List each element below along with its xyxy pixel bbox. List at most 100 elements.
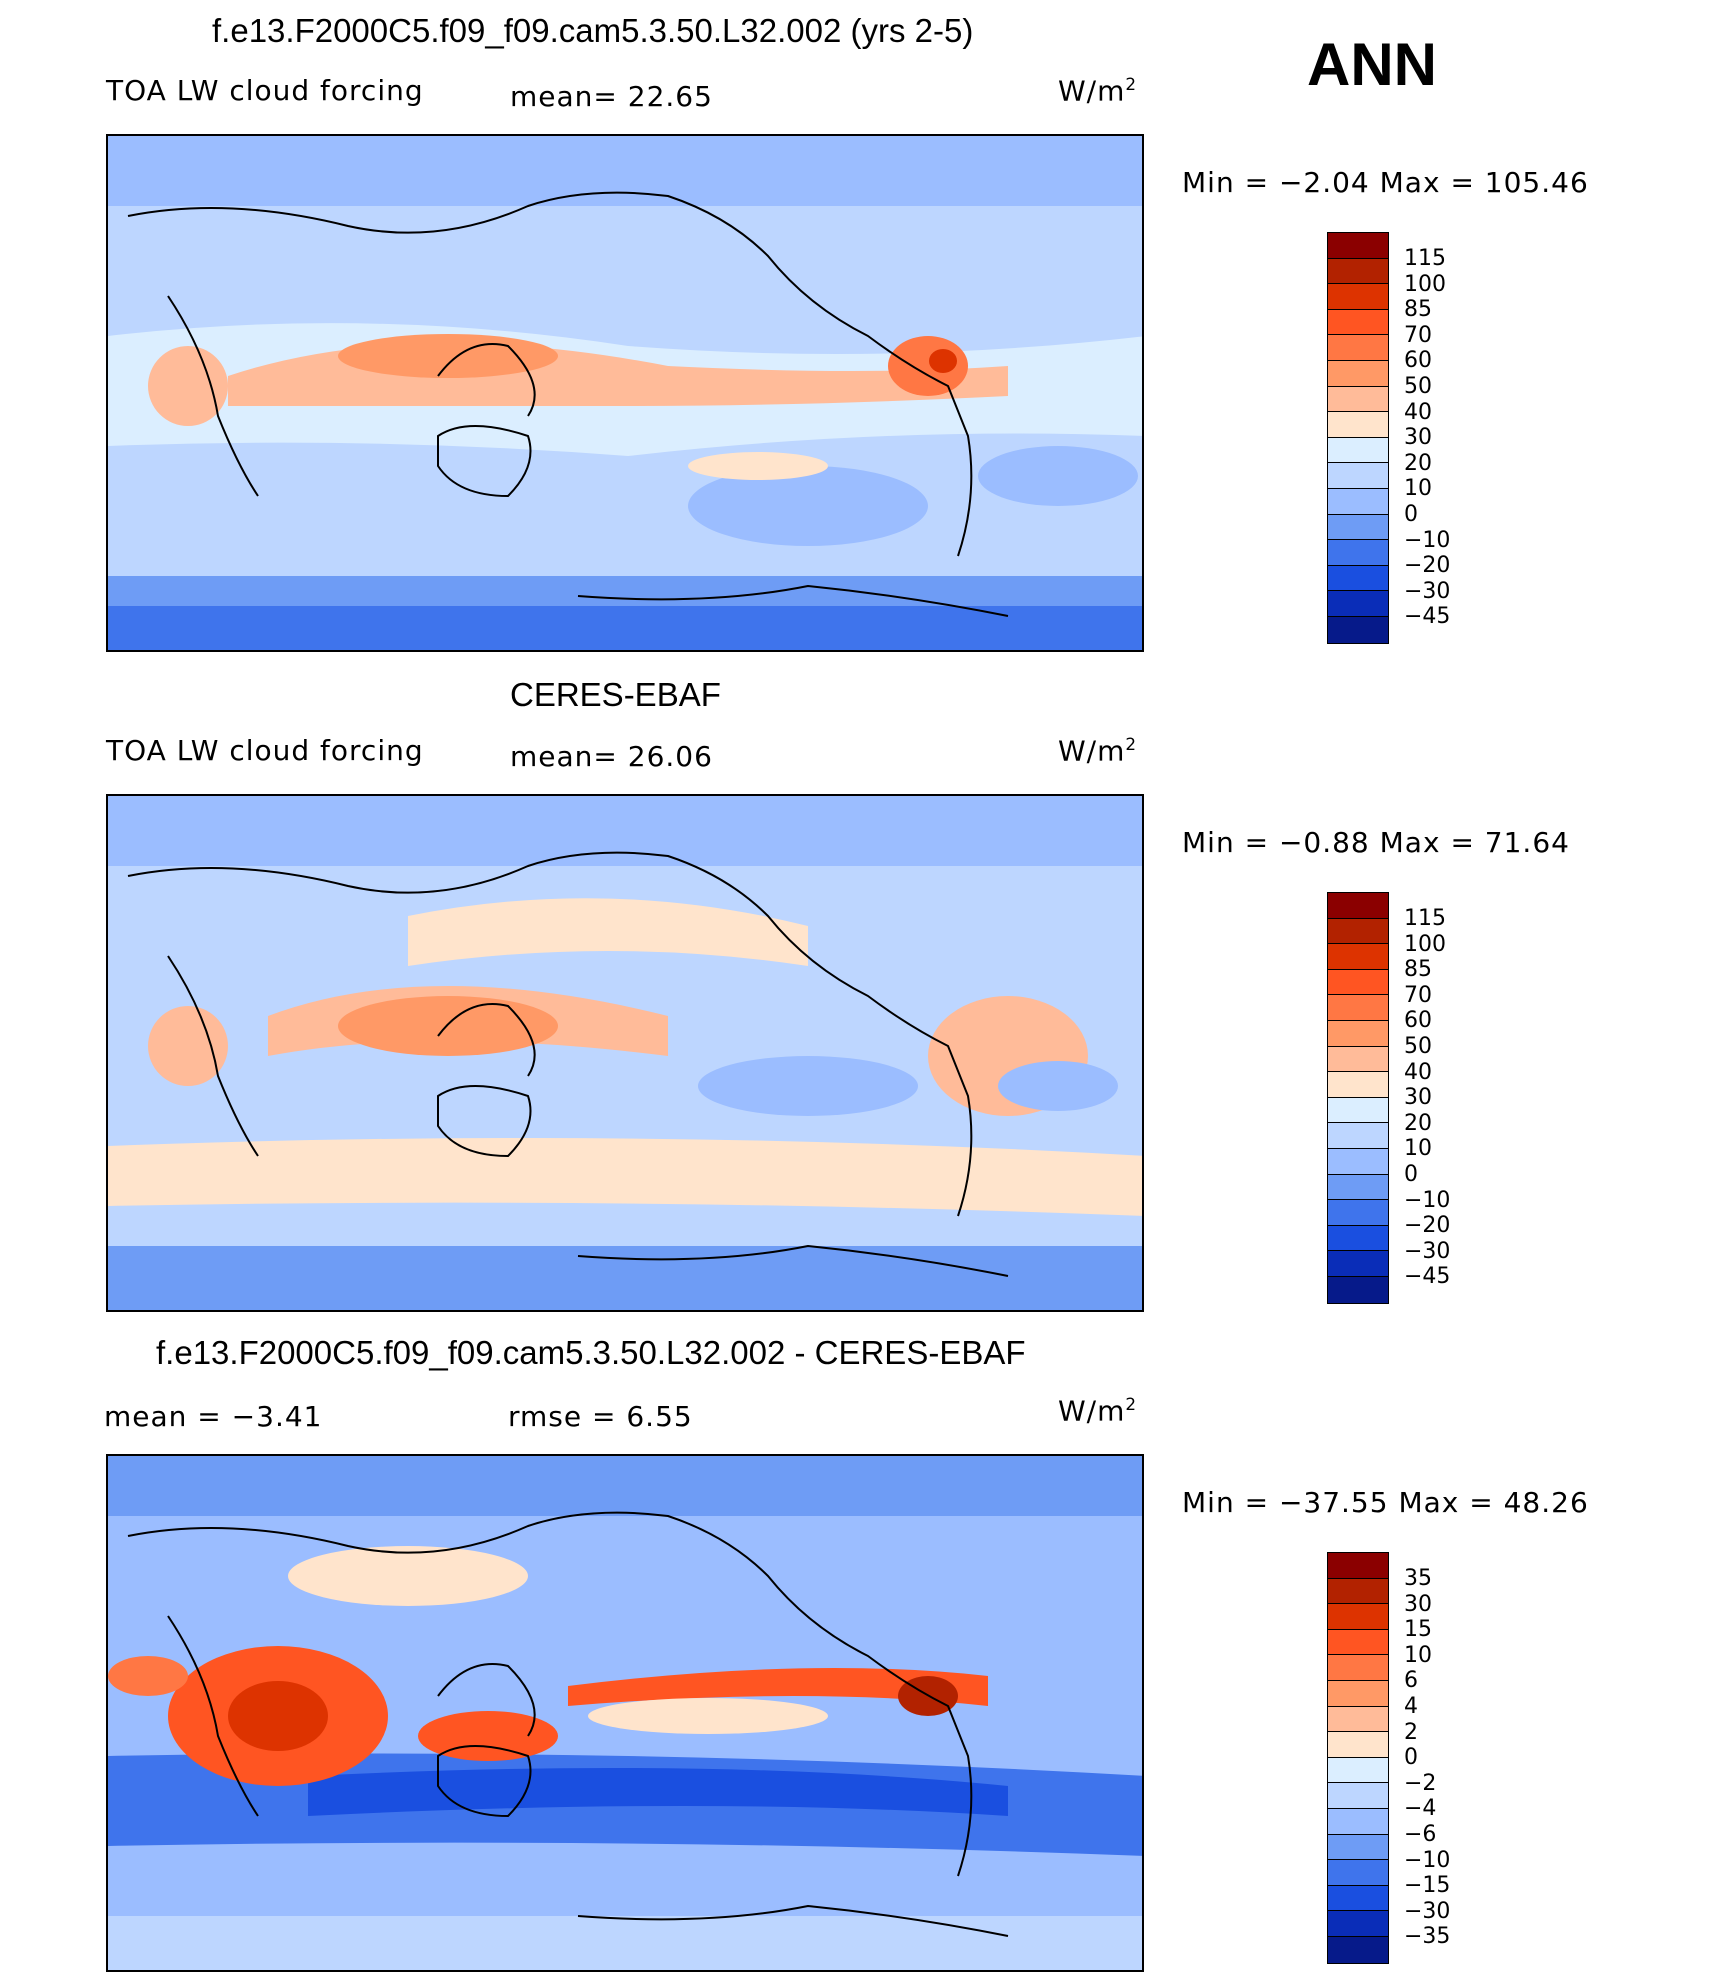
colorbar-box (1328, 1251, 1388, 1277)
panel2-units: W/m2 (1058, 734, 1138, 768)
colorbar-box (1328, 386, 1388, 413)
colorbar-box (1328, 1680, 1388, 1707)
colorbar-box (1328, 1706, 1388, 1733)
colorbar-tick-label: 10 (1404, 1643, 1432, 1668)
colorbar-box (1328, 1808, 1388, 1835)
colorbar-box (1328, 944, 1388, 970)
colorbar-box (1328, 893, 1388, 919)
colorbar-tick-label: 15 (1404, 1617, 1432, 1642)
colorbar-box (1328, 1046, 1388, 1073)
colorbar-tick-label: 40 (1404, 1060, 1432, 1085)
panel3-map (106, 1454, 1144, 1972)
colorbar-box (1328, 1783, 1388, 1809)
colorbar-box (1328, 918, 1388, 945)
colorbar-box (1328, 1097, 1388, 1124)
colorbar-tick-label: −30 (1404, 1899, 1451, 1924)
colorbar-tick-label: 115 (1404, 906, 1446, 931)
colorbar-tick-label: −10 (1404, 1188, 1451, 1213)
colorbar-box (1328, 488, 1388, 515)
colorbar-tick-label: 20 (1404, 1111, 1432, 1136)
colorbar-box (1328, 1123, 1388, 1149)
panel1-colorbar (1327, 232, 1389, 644)
panel1-minmax: Min = −2.04 Max = 105.46 (1182, 166, 1589, 199)
colorbar-box (1328, 591, 1388, 617)
colorbar-tick-label: 70 (1404, 323, 1432, 348)
colorbar-tick-label: 85 (1404, 297, 1432, 322)
colorbar-box (1328, 360, 1388, 387)
colorbar-box (1328, 1911, 1388, 1937)
colorbar-tick-label: −15 (1404, 1873, 1451, 1898)
colorbar-box (1328, 437, 1388, 464)
panel1-variable-label: TOA LW cloud forcing (106, 74, 424, 107)
colorbar-tick-label: 60 (1404, 348, 1432, 373)
colorbar-box (1328, 1732, 1388, 1758)
colorbar-box (1328, 616, 1388, 643)
colorbar-tick-label: 35 (1404, 1566, 1432, 1591)
colorbar-tick-label: 100 (1404, 932, 1446, 957)
season-label: ANN (1307, 31, 1437, 98)
colorbar-box (1328, 995, 1388, 1021)
colorbar-tick-label: −10 (1404, 1848, 1451, 1873)
colorbar-box (1328, 1225, 1388, 1252)
panel2-title: CERES-EBAF (510, 676, 721, 713)
colorbar-box (1328, 1604, 1388, 1630)
colorbar-tick-label: −30 (1404, 579, 1451, 604)
panel3-colorbar (1327, 1552, 1389, 1964)
colorbar-box (1328, 1276, 1388, 1303)
colorbar-tick-label: −45 (1404, 604, 1451, 629)
colorbar-tick-label: 30 (1404, 1592, 1432, 1617)
colorbar-box (1328, 1655, 1388, 1681)
panel3-rmse-label: rmse = 6.55 (508, 1400, 693, 1433)
colorbar-box (1328, 1757, 1388, 1784)
colorbar-tick-label: 0 (1404, 1745, 1418, 1770)
colorbar-box (1328, 1200, 1388, 1226)
colorbar-tick-label: 4 (1404, 1694, 1418, 1719)
colorbar-tick-label: −35 (1404, 1924, 1451, 1949)
colorbar-box (1328, 565, 1388, 592)
panel2-mean-label: mean= 26.06 (510, 740, 713, 773)
colorbar-box (1328, 1936, 1388, 1963)
colorbar-tick-label: 40 (1404, 400, 1432, 425)
colorbar-box (1328, 309, 1388, 336)
colorbar-box (1328, 1020, 1388, 1047)
colorbar-box (1328, 1174, 1388, 1201)
panel3-title: f.e13.F2000C5.f09_f09.cam5.3.50.L32.002 … (156, 1334, 1026, 1371)
colorbar-tick-label: 10 (1404, 1136, 1432, 1161)
panel3-mean-label: mean = −3.41 (104, 1400, 323, 1433)
colorbar-tick-label: −2 (1404, 1771, 1437, 1796)
colorbar-tick-label: 70 (1404, 983, 1432, 1008)
colorbar-box (1328, 233, 1388, 259)
colorbar-box (1328, 412, 1388, 438)
panel1-mean-label: mean= 22.65 (510, 80, 713, 113)
colorbar-tick-label: 50 (1404, 374, 1432, 399)
colorbar-tick-label: 30 (1404, 1085, 1432, 1110)
colorbar-box (1328, 1578, 1388, 1605)
colorbar-box (1328, 1834, 1388, 1861)
panel1-map (106, 134, 1144, 652)
panel2-colorbar (1327, 892, 1389, 1304)
colorbar-tick-label: −10 (1404, 528, 1451, 553)
colorbar-box (1328, 969, 1388, 996)
colorbar-tick-label: 85 (1404, 957, 1432, 982)
colorbar-box (1328, 514, 1388, 541)
colorbar-box (1328, 1072, 1388, 1098)
colorbar-box (1328, 463, 1388, 489)
colorbar-tick-label: −45 (1404, 1264, 1451, 1289)
colorbar-tick-label: −6 (1404, 1822, 1437, 1847)
colorbar-tick-label: −20 (1404, 553, 1451, 578)
colorbar-box (1328, 1860, 1388, 1886)
colorbar-tick-label: 50 (1404, 1034, 1432, 1059)
colorbar-box (1328, 1148, 1388, 1175)
colorbar-tick-label: 60 (1404, 1008, 1432, 1033)
colorbar-tick-label: 30 (1404, 425, 1432, 450)
panel2-map (106, 794, 1144, 1312)
colorbar-box (1328, 284, 1388, 310)
panel2-minmax: Min = −0.88 Max = 71.64 (1182, 826, 1570, 859)
colorbar-box (1328, 1885, 1388, 1912)
panel3-minmax: Min = −37.55 Max = 48.26 (1182, 1486, 1589, 1519)
colorbar-box (1328, 258, 1388, 285)
panel1-title: f.e13.F2000C5.f09_f09.cam5.3.50.L32.002 … (212, 12, 974, 49)
colorbar-tick-label: −4 (1404, 1796, 1437, 1821)
colorbar-tick-label: 0 (1404, 1162, 1418, 1187)
colorbar-tick-label: −20 (1404, 1213, 1451, 1238)
